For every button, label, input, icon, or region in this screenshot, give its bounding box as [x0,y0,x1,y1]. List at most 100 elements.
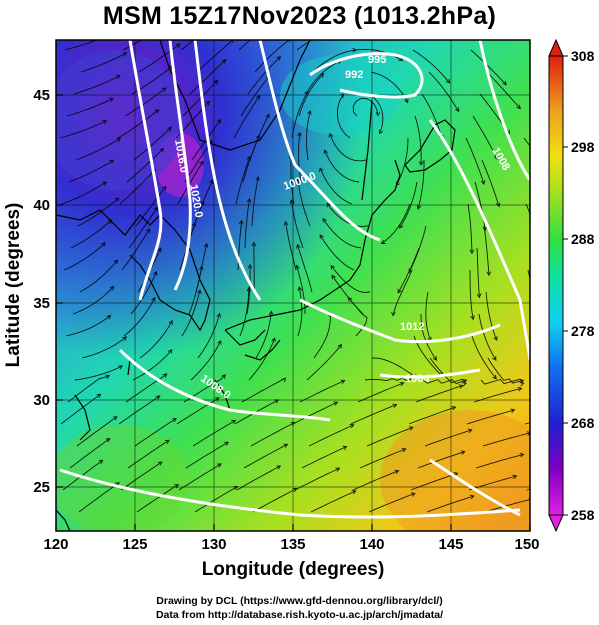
wind-streamline [319,167,353,205]
wind-arrowhead [174,484,179,489]
wind-arrowhead [255,176,260,181]
y-tick-label: 25 [33,479,50,496]
wind-arrowhead [455,107,460,113]
map-title: MSM 15Z17Nov2023 (1013.2hPa) [102,2,497,30]
wind-arrowhead [246,155,251,161]
wind-arrowhead [476,293,482,299]
wind-streamline [426,495,474,513]
wind-streamline [297,178,311,227]
wind-arrowhead [307,109,312,115]
wind-streamline [180,40,195,51]
wind-arrowhead [577,390,581,394]
wind-streamline [233,95,261,139]
wind-arrowhead [145,228,151,234]
wind-arrowhead [319,167,324,173]
wind-arrowhead [214,397,220,402]
wind-arrowhead [337,343,343,349]
wind-arrowhead [157,247,162,253]
credit-data-source: Data from http://database.rish.kyoto-u.a… [155,609,444,621]
wind-streamline [308,424,354,447]
wind-streamline [125,373,167,403]
wind-streamline [541,436,589,446]
wind-arrowhead [199,265,204,271]
y-tick-label: 35 [33,295,50,312]
wind-arrowhead [470,315,475,321]
wind-streamline [359,448,406,469]
wind-arrowhead [153,270,158,276]
wind-arrowhead [118,365,124,370]
wind-arrowhead [246,197,252,203]
wind-streamline [469,270,474,320]
wind-arrowhead [221,59,227,64]
wind-arrowhead [401,448,407,453]
wind-arrowhead [168,320,173,325]
wind-arrowhead [540,246,544,250]
wind-streamline [420,313,437,361]
y-tick-label: 40 [33,197,50,214]
wind-streamline [181,289,201,337]
wind-streamline [66,97,114,117]
wind-streamline [306,344,342,381]
isobar-label: 1012 [400,321,424,333]
wind-streamline [178,463,222,491]
wind-streamline [297,244,313,293]
wind-arrowhead [109,285,115,291]
wind-streamline [184,140,213,183]
wind-streamlines [59,34,589,513]
wind-arrowhead [172,417,177,423]
wind-arrowhead [333,401,339,406]
wind-streamline [408,406,456,425]
wind-streamline [189,59,226,95]
wind-arrowhead [519,452,525,458]
wind-arrowhead [340,379,346,384]
wind-arrowhead [323,149,328,155]
colorbar-tick-label: 278 [571,323,595,339]
x-tick-label: 150 [514,536,539,553]
temperature-field: 1016.0 1020.0 1000.0 995 992 1008 1012 1… [56,34,589,531]
wind-streamline [352,98,379,117]
wind-streamline [413,335,443,377]
wind-arrowhead [482,226,488,232]
wind-arrowhead [335,467,341,472]
wind-arrowhead [295,177,301,183]
wind-arrowhead [205,100,210,106]
wind-streamline [483,225,490,276]
wind-arrowhead [197,289,202,295]
wind-streamline [236,465,281,491]
wind-arrowhead [112,416,118,421]
x-tick-labels: 120 125 130 135 140 145 150 [43,536,539,553]
wind-arrowhead [292,488,298,493]
wind-streamline [467,203,473,254]
wind-streamline [417,451,465,469]
wind-arrowhead [153,206,158,212]
isobar-label: 1020.0 [187,183,205,218]
wind-streamline [247,56,281,95]
wind-arrowhead [352,47,358,53]
wind-streamline [64,40,99,51]
wind-streamline [525,203,530,215]
wind-streamline [523,137,530,147]
wind-arrowhead [268,310,274,316]
wind-arrowhead [453,472,459,477]
wind-streamline [397,247,420,294]
wind-arrowhead [108,34,112,38]
wind-streamline [139,320,173,359]
wind-streamline [79,259,118,293]
wind-streamline [350,404,397,425]
wind-streamline [352,470,399,491]
wind-streamline [76,416,118,447]
wind-streamline [472,115,498,160]
wind-streamline [61,181,107,205]
wind-arrowhead [581,376,585,380]
wind-arrowhead [161,87,167,92]
wind-streamline [392,269,413,316]
wind-streamline [481,159,500,207]
wind-streamline [254,40,290,73]
wind-arrowhead [295,264,300,270]
wind-arrowhead [297,131,302,137]
wind-streamline [191,119,222,161]
wind-arrowhead [191,221,197,227]
wind-arrowhead [106,314,112,320]
wind-arrowhead [102,120,108,125]
wind-streamline [130,271,157,315]
